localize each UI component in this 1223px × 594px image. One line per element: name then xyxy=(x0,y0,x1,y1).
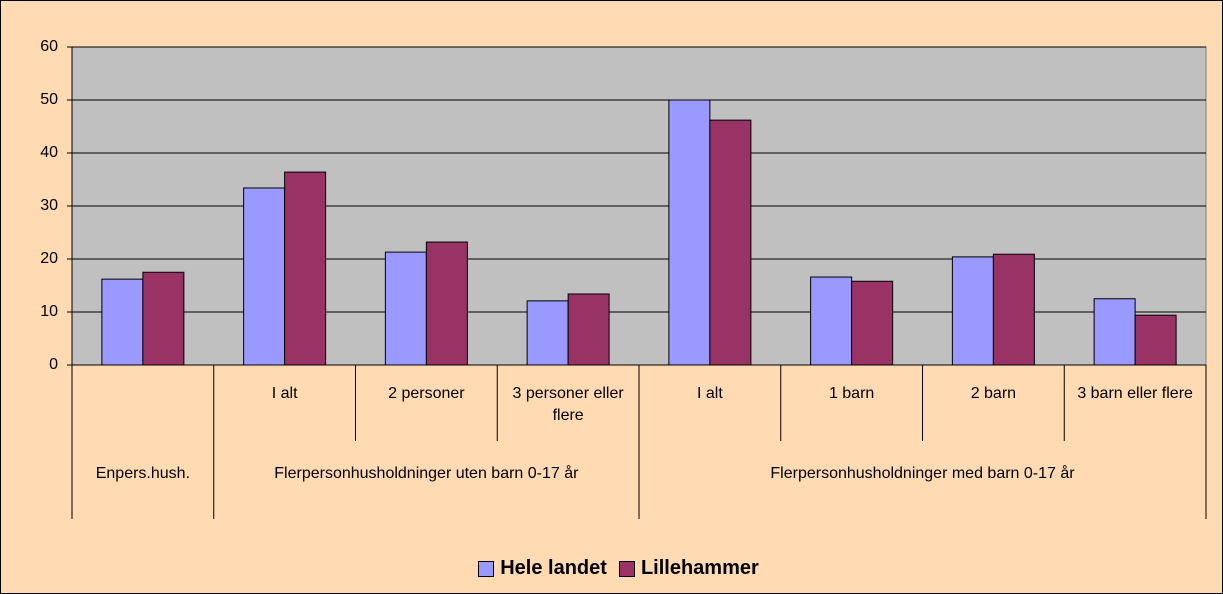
x-tick-label: 3 barn eller flere xyxy=(1077,385,1193,402)
x-tick-label: 2 personer xyxy=(388,385,465,402)
x-tick-label: 3 personer eller flere xyxy=(512,385,624,424)
bar xyxy=(243,187,286,366)
legend-label: Hele landet xyxy=(500,557,607,579)
bar xyxy=(425,241,468,366)
bar xyxy=(284,171,327,366)
bar xyxy=(668,99,711,366)
legend-swatch xyxy=(618,560,635,577)
legend-label: Lillehammer xyxy=(640,557,759,579)
y-tick-label: 50 xyxy=(40,91,58,108)
y-tick-label: 60 xyxy=(40,38,58,55)
x-tick-label: 1 barn xyxy=(828,385,875,402)
bar xyxy=(384,251,427,366)
bar xyxy=(526,300,569,366)
y-tick-label: 0 xyxy=(49,356,58,373)
x-tick-label: I alt xyxy=(696,385,723,402)
bar xyxy=(567,293,610,366)
y-tick-label: 10 xyxy=(40,303,58,320)
legend: Hele landet Lillehammer xyxy=(1,557,1222,580)
bar xyxy=(1134,314,1177,366)
group-label: Enpers.hush. xyxy=(95,465,191,482)
group-label: Flerpersonhusholdninger med barn 0-17 år xyxy=(770,465,1075,482)
bar xyxy=(951,256,994,366)
bar xyxy=(101,278,144,366)
bar xyxy=(1093,298,1136,366)
y-tick-label: 30 xyxy=(40,197,58,214)
x-tick-label: I alt xyxy=(271,385,298,402)
y-tick-label: 20 xyxy=(40,250,58,267)
group-label: Flerpersonhusholdninger uten barn 0-17 å… xyxy=(274,465,579,482)
bar xyxy=(142,271,185,366)
bar xyxy=(709,119,752,366)
bar xyxy=(810,276,853,366)
legend-swatch xyxy=(478,560,495,577)
bar xyxy=(851,280,894,366)
bar xyxy=(992,253,1035,366)
y-tick-label: 40 xyxy=(40,144,58,161)
x-tick-label: 2 barn xyxy=(970,385,1017,402)
